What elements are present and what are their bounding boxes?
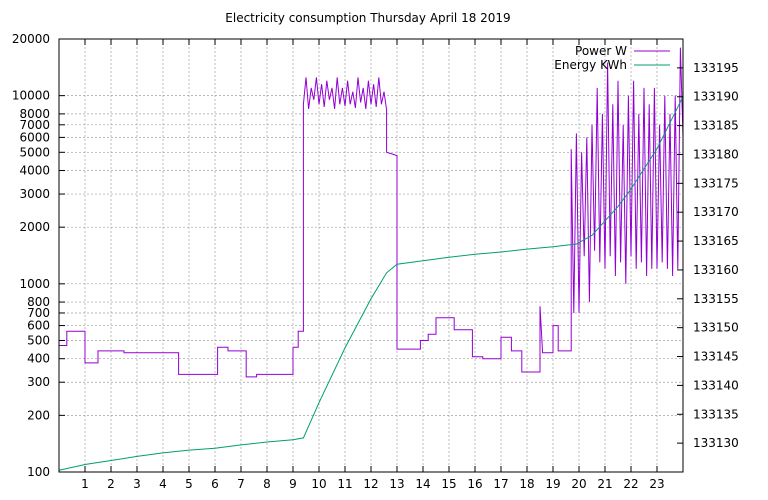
y-left-tick-label: 4000 [19,164,50,178]
y-left-tick-label: 20000 [12,32,50,46]
x-tick-label: 13 [389,477,404,491]
series-line-energy [58,96,684,471]
x-tick-label: 21 [597,477,612,491]
y-left-tick-label: 1000 [19,277,50,291]
x-tick-label: 23 [649,477,664,491]
y-right-tick-label: 133195 [693,61,739,75]
x-tick-label: 6 [211,477,219,491]
y-right-tick-label: 133185 [693,119,739,133]
y-right-tick-label: 133170 [693,205,739,219]
x-tick-label: 19 [545,477,560,491]
y-right-tick-label: 133160 [693,263,739,277]
y-left-tick-label: 6000 [19,130,50,144]
series-layer [58,47,684,471]
x-tick-label: 4 [159,477,167,491]
legend-label-power: Power W [575,44,627,58]
x-tick-label: 5 [185,477,193,491]
y-left-tick-label: 10000 [12,89,50,103]
x-tick-label: 3 [133,477,141,491]
y-left-tick-label: 500 [27,333,50,347]
y-left-tick-label: 8000 [19,107,50,121]
x-tick-label: 11 [337,477,352,491]
y-right-tick-label: 133155 [693,292,739,306]
x-tick-label: 20 [571,477,586,491]
x-tick-label: 18 [519,477,534,491]
x-tick-label: 7 [237,477,245,491]
y-right-tick-label: 133180 [693,147,739,161]
legend-label-energy: Energy KWh [554,58,627,72]
x-tick-label: 10 [311,477,326,491]
y-left-tick-label: 400 [27,352,50,366]
x-tick-label: 8 [263,477,271,491]
x-tick-label: 22 [623,477,638,491]
series-line-power [59,47,684,378]
y-right-tick-label: 133190 [693,90,739,104]
y-left-tick-label: 200 [27,408,50,422]
legend: Power W Energy KWh [554,44,670,72]
y-left-tick-label: 7000 [19,118,50,132]
x-tick-label: 14 [415,477,430,491]
y-right-tick-label: 133175 [693,176,739,190]
chart-title: Electricity consumption Thursday April 1… [225,11,510,25]
y-left-tick-label: 700 [27,306,50,320]
y-right-tick-label: 133140 [693,378,739,392]
y-left-tick-label: 5000 [19,145,50,159]
x-tick-label: 2 [107,477,115,491]
y-left-tick-label: 800 [27,295,50,309]
tick-layer: 1 2 3 4 5 6 7 8 9 10 11 12 13 14 15 16 17 18 19 20 21 22 23100… [12,32,739,491]
x-tick-label: 15 [441,477,456,491]
y-right-tick-label: 133150 [693,321,739,335]
y-left-tick-label: 100 [27,465,50,479]
y-right-tick-label: 133135 [693,407,739,421]
y-right-tick-label: 133165 [693,234,739,248]
y-right-tick-label: 133130 [693,436,739,450]
x-tick-label: 12 [363,477,378,491]
x-tick-label: 9 [289,477,297,491]
y-left-tick-label: 600 [27,319,50,333]
y-left-tick-label: 300 [27,375,50,389]
y-right-tick-label: 133145 [693,350,739,364]
y-left-tick-label: 2000 [19,220,50,234]
x-tick-label: 1 [81,477,89,491]
x-tick-label: 16 [467,477,482,491]
y-left-tick-label: 3000 [19,187,50,201]
x-tick-label: 17 [493,477,508,491]
